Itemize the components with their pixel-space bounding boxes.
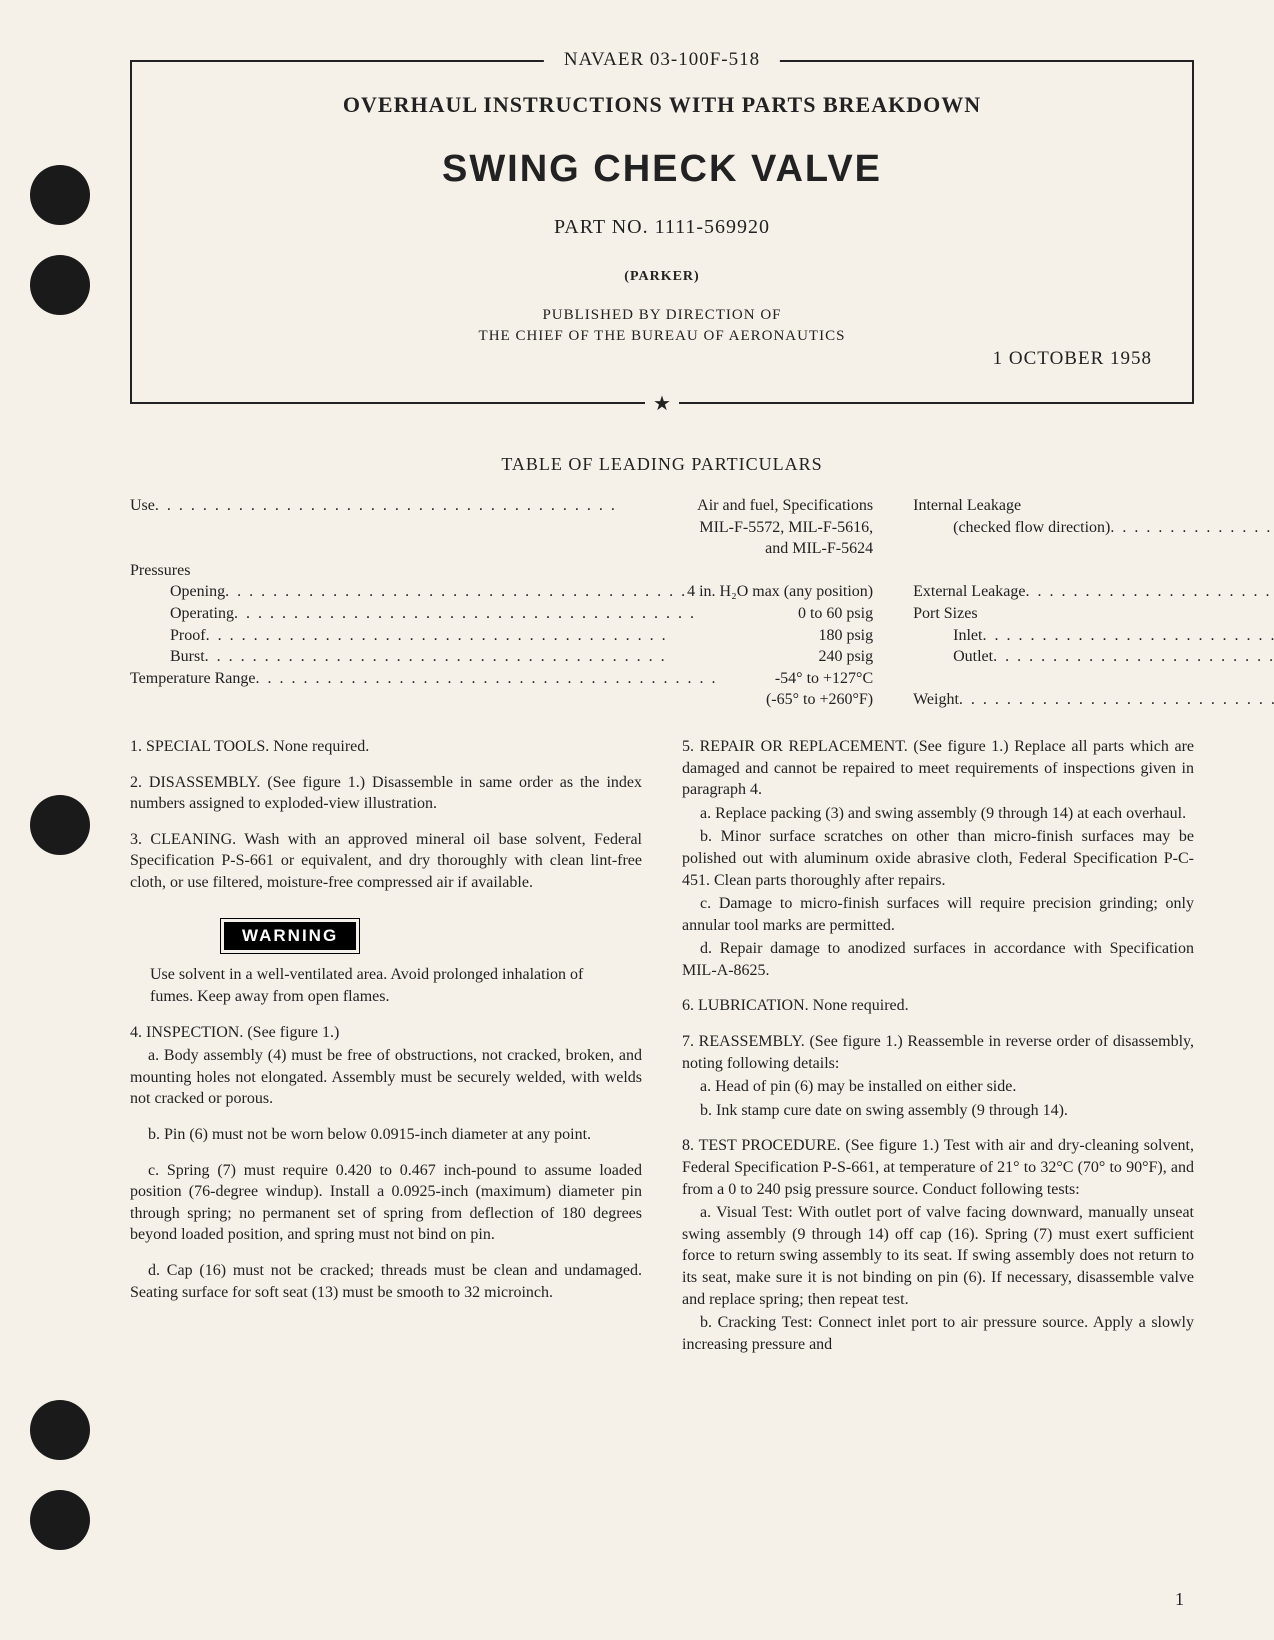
spec-label: Outlet <box>953 646 993 668</box>
document-number: NAVAER 03-100F-518 <box>544 49 780 71</box>
table-heading: TABLE OF LEADING PARTICULARS <box>130 454 1194 475</box>
spec-value: 0 to 60 psig <box>798 603 873 625</box>
para-4d: d. Cap (16) must not be cracked; threads… <box>130 1260 642 1303</box>
publication-date: 1 OCTOBER 1958 <box>993 348 1152 370</box>
spec-label: Proof <box>170 625 206 647</box>
published-line2: THE CHIEF OF THE BUREAU OF AERONAUTICS <box>479 328 846 344</box>
para-5c: c. Damage to micro-finish surfaces will … <box>682 893 1194 936</box>
overhaul-heading: OVERHAUL INSTRUCTIONS WITH PARTS BREAKDO… <box>172 92 1152 118</box>
leader-dots <box>255 668 774 690</box>
published-by: PUBLISHED BY DIRECTION OF THE CHIEF OF T… <box>172 305 1152 347</box>
spec-continuation: and MIL-F-5624 <box>130 538 873 560</box>
warning-box: WARNING <box>130 908 642 965</box>
spec-continuation: max (after 2-minute <box>913 538 1274 560</box>
para-4: 4. INSPECTION. (See figure 1.) <box>130 1022 642 1044</box>
spec-value: 240 psig <box>818 646 873 668</box>
leader-dots <box>155 495 697 517</box>
leader-dots <box>1025 581 1274 603</box>
para-7b: b. Ink stamp cure date on swing assembly… <box>682 1100 1194 1122</box>
punch-hole <box>30 795 90 855</box>
para-4a: a. Body assembly (4) must be free of obs… <box>130 1045 642 1110</box>
para-5b: b. Minor surface scratches on other than… <box>682 826 1194 891</box>
spec-label: Temperature Range <box>130 668 255 690</box>
para-2: 2. DISASSEMBLY. (See figure 1.) Disassem… <box>130 772 642 815</box>
specs-right-column: Internal Leakage (checked flow direction… <box>913 495 1274 711</box>
warning-label: WARNING <box>224 922 356 951</box>
spec-label: Use <box>130 495 155 517</box>
manufacturer: (PARKER) <box>172 269 1152 285</box>
star-divider: ★ <box>132 402 1192 404</box>
para-1: 1. SPECIAL TOOLS. None required. <box>130 736 642 758</box>
para-7: 7. REASSEMBLY. (See figure 1.) Reassembl… <box>682 1031 1194 1074</box>
para-5a: a. Replace packing (3) and swing assembl… <box>682 803 1194 825</box>
para-8a: a. Visual Test: With outlet port of valv… <box>682 1202 1194 1310</box>
para-8: 8. TEST PROCEDURE. (See figure 1.) Test … <box>682 1135 1194 1200</box>
punch-hole <box>30 255 90 315</box>
spec-label: Weight <box>913 689 959 711</box>
published-line1: PUBLISHED BY DIRECTION OF <box>542 307 781 323</box>
spec-continuation: MIL-F-5572, MIL-F-5616, <box>130 517 873 539</box>
star-icon: ★ <box>645 391 679 416</box>
punch-hole <box>30 165 90 225</box>
leader-dots <box>1110 517 1274 539</box>
date-row: 1 OCTOBER 1958 <box>172 362 1152 382</box>
leader-dots <box>225 581 687 603</box>
spec-group-label: Port Sizes <box>913 603 1274 625</box>
leader-dots <box>982 625 1274 647</box>
leader-dots <box>993 646 1274 668</box>
spec-label: Operating <box>170 603 234 625</box>
body-columns: 1. SPECIAL TOOLS. None required. 2. DISA… <box>130 736 1194 1357</box>
leader-dots <box>205 646 819 668</box>
spec-continuation: AND10086-40 <box>913 668 1274 690</box>
spec-label: Inlet <box>953 625 982 647</box>
specs-columns: Use Air and fuel, Specifications MIL-F-5… <box>130 495 1194 711</box>
spec-label: External Leakage <box>913 581 1025 603</box>
spec-value: 180 psig <box>818 625 873 647</box>
para-4c: c. Spring (7) must require 0.420 to 0.46… <box>130 1160 642 1246</box>
spec-group-label: Pressures <box>130 560 873 582</box>
para-7a: a. Head of pin (6) may be installed on e… <box>682 1076 1194 1098</box>
spec-label: Burst <box>170 646 205 668</box>
page-number: 1 <box>1175 1589 1184 1610</box>
body-right-column: 5. REPAIR OR REPLACEMENT. (See figure 1.… <box>682 736 1194 1357</box>
body-left-column: 1. SPECIAL TOOLS. None required. 2. DISA… <box>130 736 642 1357</box>
para-8b: b. Cracking Test: Connect inlet port to … <box>682 1312 1194 1355</box>
spec-continuation: (-65° to +260°F) <box>130 689 873 711</box>
spec-label: (checked flow direction) <box>953 517 1110 539</box>
spec-group-label: Internal Leakage <box>913 495 1274 517</box>
leader-dots <box>959 689 1274 711</box>
title-box: NAVAER 03-100F-518 OVERHAUL INSTRUCTIONS… <box>130 60 1194 404</box>
para-3: 3. CLEANING. Wash with an approved miner… <box>130 829 642 894</box>
spec-label: Opening <box>170 581 225 603</box>
spec-value: 4 in. H₂O max (any position) <box>687 581 873 603</box>
spec-value: -54° to +127°C <box>775 668 873 690</box>
spec-value: Air and fuel, Specifications <box>697 495 873 517</box>
para-5d: d. Repair damage to anodized surfaces in… <box>682 938 1194 981</box>
specs-left-column: Use Air and fuel, Specifications MIL-F-5… <box>130 495 873 711</box>
para-6: 6. LUBRICATION. None required. <box>682 995 1194 1017</box>
para-5: 5. REPAIR OR REPLACEMENT. (See figure 1.… <box>682 736 1194 801</box>
main-title: SWING CHECK VALVE <box>172 148 1152 191</box>
para-4b: b. Pin (6) must not be worn below 0.0915… <box>130 1124 642 1146</box>
part-number: PART NO. 1111-569920 <box>172 216 1152 239</box>
leader-dots <box>234 603 798 625</box>
spec-continuation: waiting period) <box>913 560 1274 582</box>
leader-dots <box>206 625 819 647</box>
punch-hole <box>30 1490 90 1550</box>
warning-text: Use solvent in a well-ventilated area. A… <box>130 964 642 1007</box>
punch-hole <box>30 1400 90 1460</box>
